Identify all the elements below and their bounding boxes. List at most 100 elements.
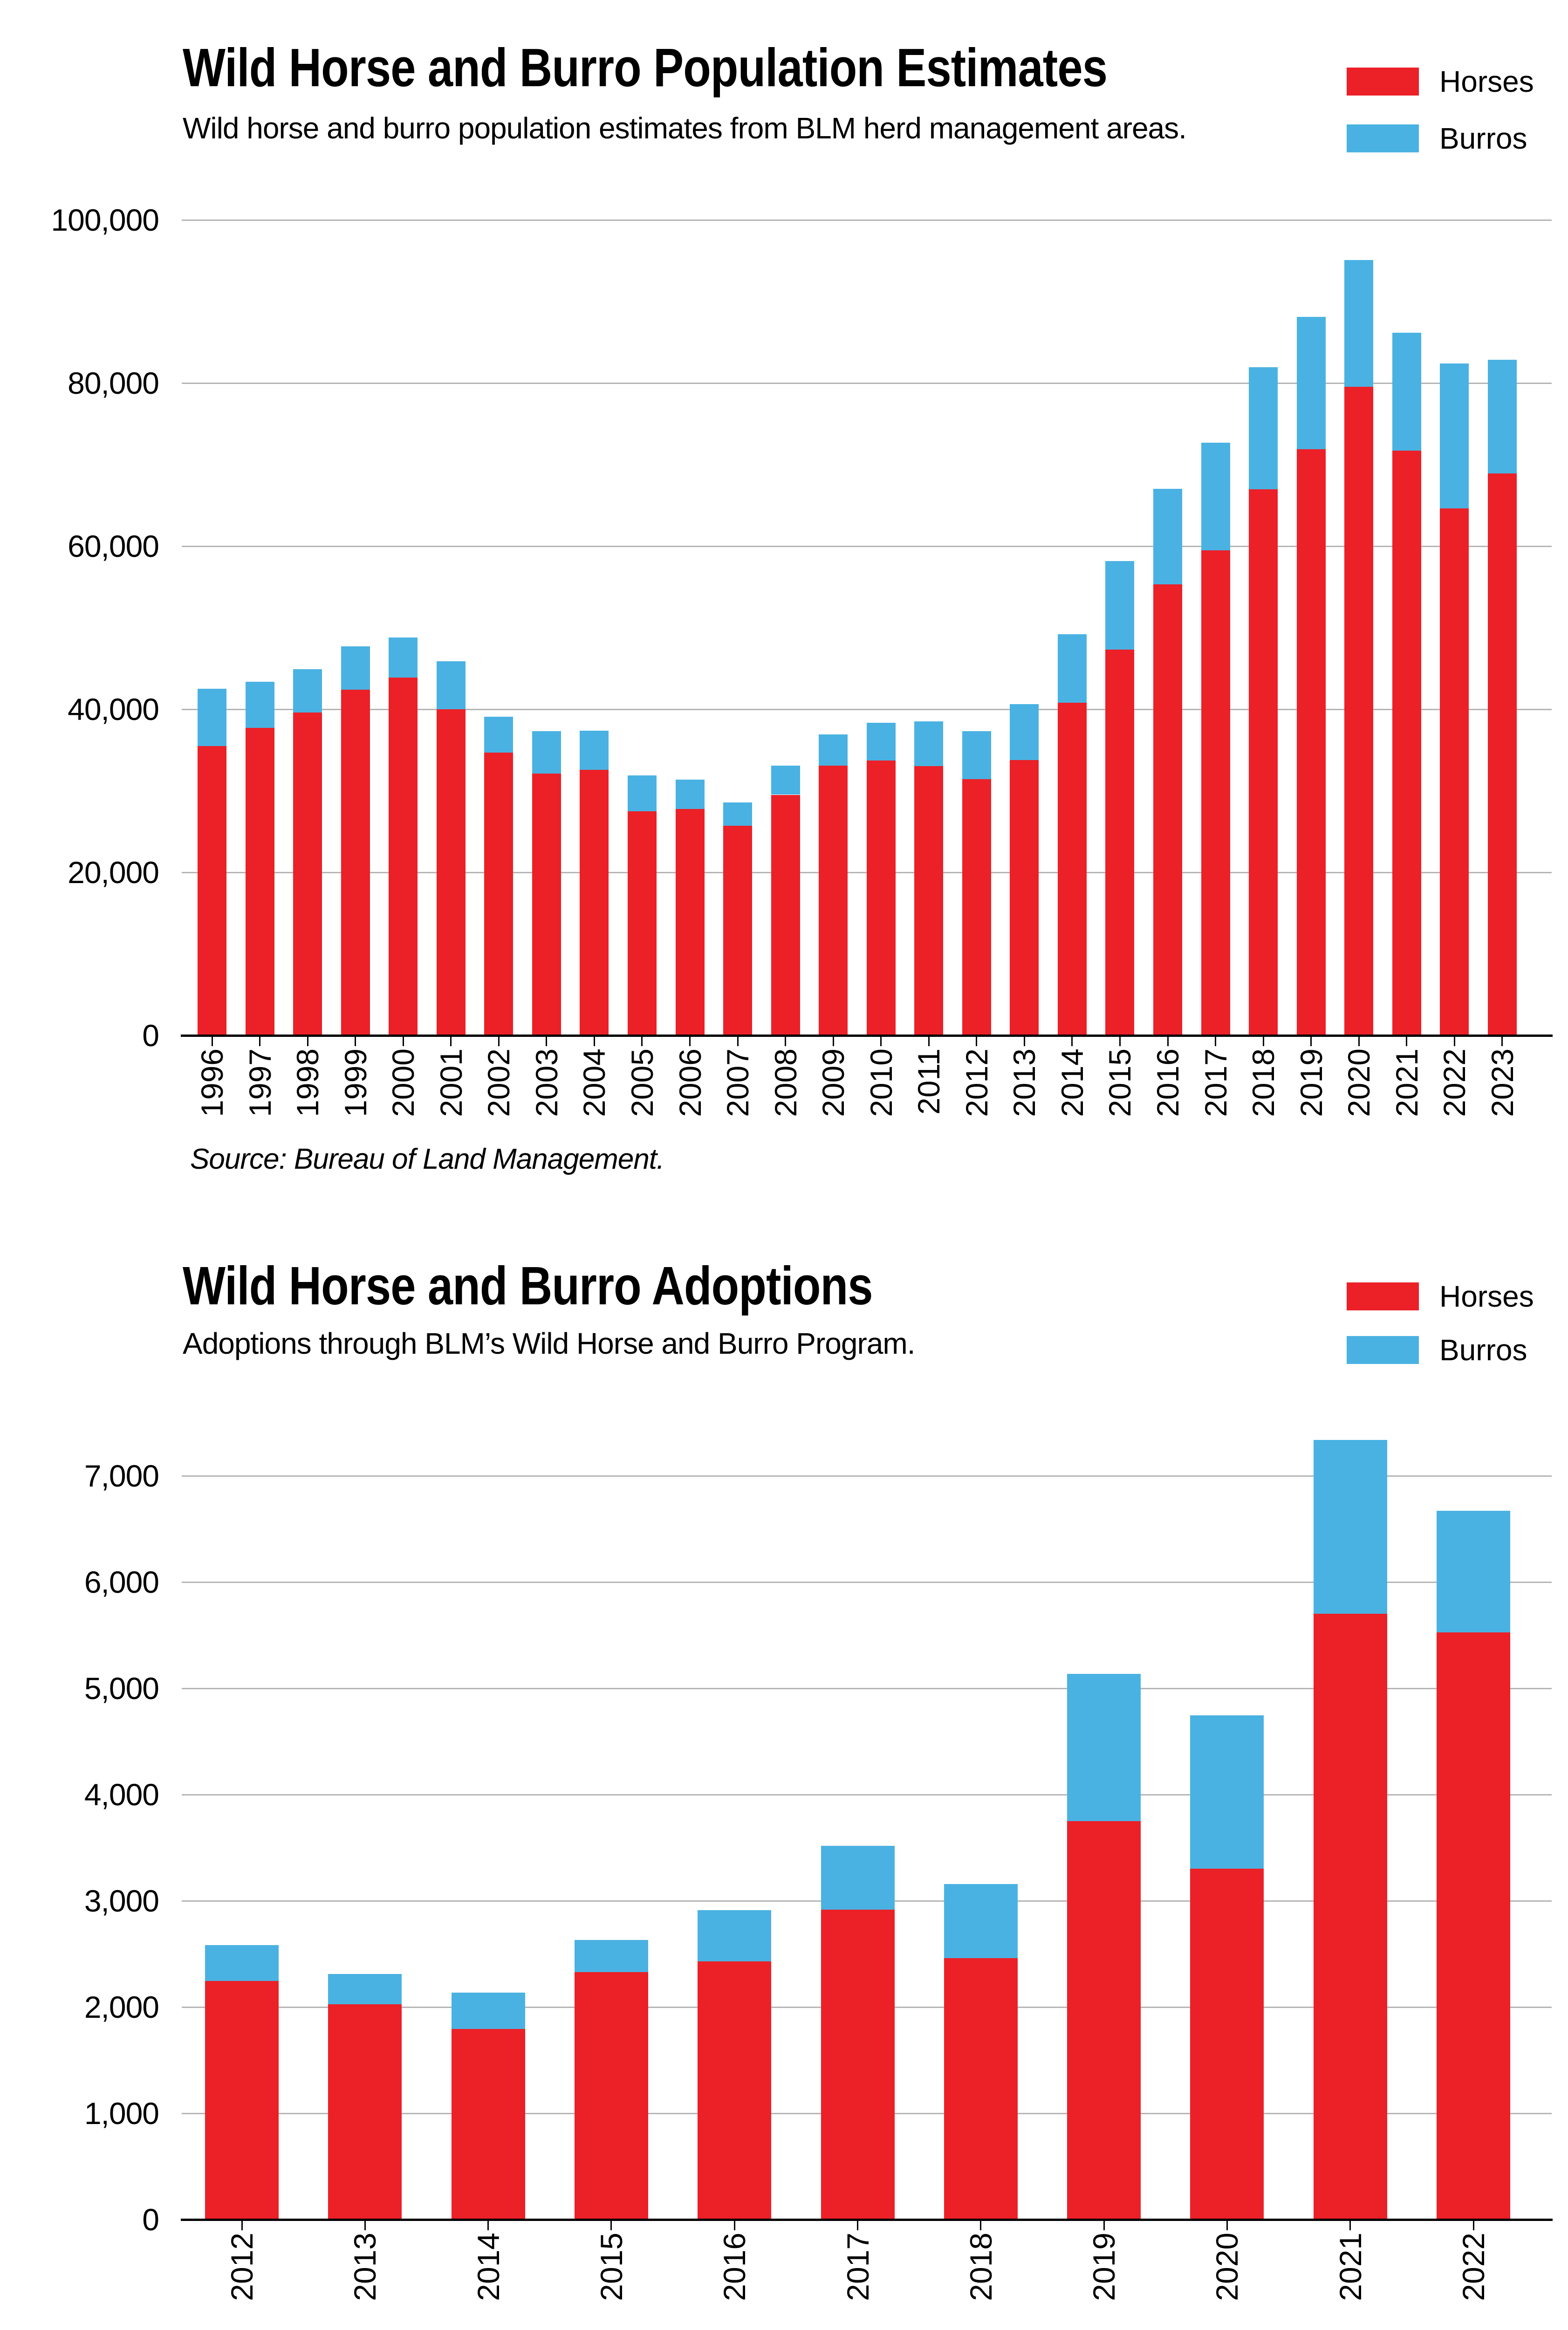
bar-horses-2017	[821, 1910, 895, 2220]
grid-line-5,000	[182, 1687, 1552, 1689]
x-tick-1996	[211, 1037, 213, 1046]
x-axis-label-2004: 2004	[577, 1048, 612, 1117]
x-axis-label-2006: 2006	[672, 1048, 707, 1117]
x-axis-label-1997: 1997	[242, 1048, 277, 1117]
bar-horses-2001	[436, 709, 466, 1035]
bar-horses-2012	[205, 1980, 279, 2220]
bar-horses-2007	[723, 826, 753, 1035]
bar-burros-2017	[821, 1846, 895, 1910]
bar-burros-2004	[580, 730, 609, 770]
bar-burros-2021	[1392, 332, 1421, 451]
bar-burros-2015	[574, 1940, 648, 1972]
x-axis-label-2023: 2023	[1485, 1048, 1520, 1117]
bar-horses-2003	[532, 774, 561, 1035]
x-tick-2010	[880, 1037, 882, 1046]
x-axis-label-2003: 2003	[529, 1048, 564, 1117]
x-tick-2003	[546, 1037, 548, 1046]
bar-burros-2012	[205, 1945, 279, 1981]
horses-color-swatch	[1347, 68, 1419, 96]
bar-burros-2010	[866, 722, 896, 761]
x-tick-1998	[307, 1037, 308, 1046]
x-axis-label-2012: 2012	[225, 2233, 259, 2301]
bar-burros-2008	[771, 765, 800, 795]
adoptions-chart-legend: Horses Burros	[1347, 1282, 1534, 1365]
grid-line-4,000	[182, 1794, 1552, 1795]
grid-line-20,000	[182, 871, 1552, 873]
x-axis-label-2020: 2020	[1342, 1048, 1376, 1117]
x-tick-2017	[1215, 1037, 1217, 1046]
x-tick-2018	[980, 2221, 982, 2230]
x-tick-2017	[857, 2221, 858, 2230]
x-tick-2016	[1167, 1037, 1169, 1046]
x-axis-label-2013: 2013	[1007, 1048, 1042, 1117]
bar-horses-2021	[1313, 1613, 1387, 2220]
bar-burros-2014	[451, 1993, 525, 2029]
x-axis-label-2018: 2018	[963, 2233, 998, 2301]
grid-line-6,000	[182, 1581, 1552, 1583]
y-axis-label-80,000: 80,000	[68, 366, 159, 400]
bar-horses-2014	[451, 2028, 525, 2220]
x-axis-label-2014: 2014	[471, 2233, 506, 2301]
x-tick-2020	[1358, 1037, 1360, 1046]
bar-burros-2002	[484, 716, 514, 753]
bar-burros-2022	[1437, 1510, 1510, 1632]
x-tick-2008	[785, 1037, 787, 1046]
bar-burros-2007	[723, 802, 753, 826]
y-axis-label-6,000: 6,000	[84, 1565, 159, 1599]
bar-burros-2014	[1057, 634, 1087, 703]
x-tick-2011	[928, 1037, 930, 1046]
bar-horses-2023	[1487, 473, 1517, 1035]
x-axis-label-2021: 2021	[1389, 1048, 1424, 1117]
x-axis-label-2020: 2020	[1210, 2233, 1245, 2301]
y-axis-label-5,000: 5,000	[84, 1671, 159, 1706]
x-axis-line	[181, 1035, 1553, 1037]
x-axis-label-1996: 1996	[195, 1048, 229, 1117]
bar-horses-2002	[484, 752, 514, 1035]
bar-burros-2005	[627, 775, 657, 811]
x-tick-2001	[450, 1037, 452, 1046]
y-axis-label-0: 0	[142, 1018, 159, 1053]
population-chart-subtitle: Wild horse and burro population estimate…	[183, 111, 1187, 145]
grid-line-60,000	[182, 545, 1552, 547]
bar-burros-2021	[1313, 1440, 1387, 1614]
y-axis-label-1,000: 1,000	[84, 2096, 159, 2131]
y-axis-label-40,000: 40,000	[68, 692, 159, 726]
horses-color-swatch	[1347, 1282, 1419, 1310]
grid-line-100,000	[182, 219, 1552, 221]
x-tick-2014	[487, 2221, 489, 2230]
x-axis-label-2005: 2005	[624, 1048, 659, 1117]
population-chart-legend: Horses Burros	[1347, 65, 1534, 153]
x-axis-label-2007: 2007	[720, 1048, 755, 1117]
x-tick-2012	[241, 2221, 243, 2230]
bar-burros-2011	[914, 721, 944, 767]
bar-burros-2016	[1153, 489, 1182, 585]
bar-horses-2021	[1392, 450, 1421, 1035]
bar-horses-2015	[1105, 649, 1135, 1035]
bar-burros-2013	[328, 1974, 402, 2005]
bar-horses-1996	[198, 746, 226, 1035]
x-tick-2005	[641, 1037, 643, 1046]
bar-horses-2020	[1344, 386, 1374, 1035]
bar-burros-1996	[198, 689, 226, 746]
x-axis-label-2019: 2019	[1087, 2233, 1122, 2301]
x-tick-1997	[259, 1037, 261, 1046]
bar-burros-2013	[1010, 704, 1039, 760]
bar-burros-1999	[341, 646, 370, 690]
x-tick-2022	[1472, 2221, 1474, 2230]
bar-horses-1998	[293, 713, 322, 1035]
burros-color-swatch	[1347, 1336, 1419, 1364]
x-tick-2019	[1103, 2221, 1105, 2230]
bar-horses-2019	[1067, 1821, 1141, 2220]
x-tick-2021	[1406, 1037, 1408, 1046]
bar-horses-2008	[771, 795, 800, 1035]
grid-line-80,000	[182, 382, 1552, 384]
x-tick-2020	[1226, 2221, 1228, 2230]
x-tick-2023	[1501, 1037, 1503, 1046]
horses-legend-label: Horses	[1439, 65, 1534, 98]
x-tick-1999	[355, 1037, 356, 1046]
x-tick-2013	[364, 2221, 366, 2230]
bar-horses-1997	[245, 728, 274, 1035]
bar-horses-2018	[1249, 489, 1278, 1035]
bar-burros-2015	[1105, 561, 1135, 650]
bar-horses-2017	[1201, 550, 1230, 1035]
